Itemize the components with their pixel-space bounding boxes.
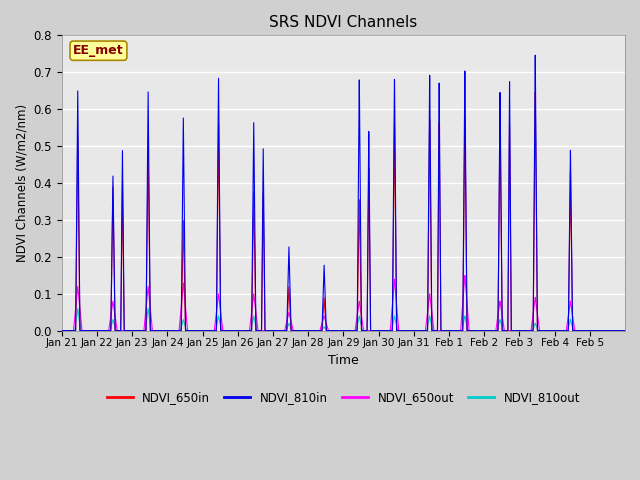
NDVI_650out xyxy=(391,284,399,289)
Line: NDVI_650in: NDVI_650in xyxy=(62,92,625,331)
NDVI_810out xyxy=(506,328,513,334)
NDVI_810out xyxy=(416,328,424,334)
NDVI_810out xyxy=(74,306,81,312)
NDVI_650in xyxy=(531,89,539,95)
Line: NDVI_810in: NDVI_810in xyxy=(62,55,625,331)
NDVI_810in xyxy=(621,328,629,334)
NDVI_810out xyxy=(391,316,399,322)
NDVI_810out xyxy=(262,328,269,334)
NDVI_650out xyxy=(476,328,483,334)
Y-axis label: NDVI Channels (W/m2/nm): NDVI Channels (W/m2/nm) xyxy=(15,104,28,262)
NDVI_650in xyxy=(262,328,269,334)
NDVI_650in xyxy=(476,328,483,334)
Line: NDVI_650out: NDVI_650out xyxy=(62,276,625,331)
NDVI_810out xyxy=(621,328,629,334)
NDVI_810in xyxy=(416,328,424,334)
NDVI_810in xyxy=(262,328,269,334)
NDVI_650out xyxy=(86,328,94,334)
Line: NDVI_810out: NDVI_810out xyxy=(62,309,625,331)
NDVI_650out xyxy=(461,273,468,278)
NDVI_650in xyxy=(58,328,66,334)
NDVI_810out xyxy=(86,328,94,334)
NDVI_810out xyxy=(58,328,66,334)
NDVI_650out xyxy=(621,328,629,334)
Text: EE_met: EE_met xyxy=(73,44,124,57)
X-axis label: Time: Time xyxy=(328,354,359,367)
NDVI_650out xyxy=(506,328,513,334)
NDVI_650out xyxy=(262,328,269,334)
NDVI_810in xyxy=(531,52,539,58)
NDVI_650out xyxy=(416,328,424,334)
NDVI_650in xyxy=(86,328,94,334)
NDVI_810out xyxy=(476,328,483,334)
NDVI_650out xyxy=(58,328,66,334)
NDVI_810in xyxy=(86,328,94,334)
Legend: NDVI_650in, NDVI_810in, NDVI_650out, NDVI_810out: NDVI_650in, NDVI_810in, NDVI_650out, NDV… xyxy=(102,387,585,409)
NDVI_650in xyxy=(416,328,424,334)
NDVI_650in xyxy=(506,140,513,146)
NDVI_810in xyxy=(476,328,483,334)
NDVI_810in xyxy=(391,146,399,152)
NDVI_650in xyxy=(621,328,629,334)
NDVI_810in xyxy=(506,100,513,106)
Title: SRS NDVI Channels: SRS NDVI Channels xyxy=(269,15,417,30)
NDVI_810in xyxy=(58,328,66,334)
NDVI_650in xyxy=(391,178,399,183)
